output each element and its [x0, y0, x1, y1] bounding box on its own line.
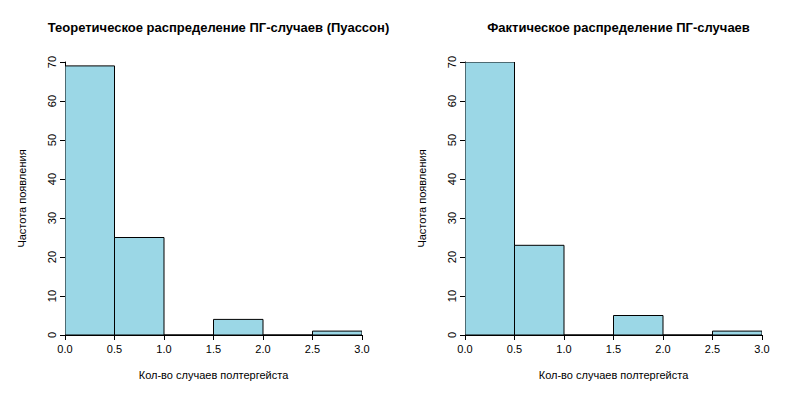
svg-text:10: 10 [46, 290, 58, 302]
svg-text:3.0: 3.0 [354, 343, 369, 355]
svg-text:2.5: 2.5 [705, 343, 720, 355]
svg-text:0.5: 0.5 [507, 343, 522, 355]
svg-text:70: 70 [46, 56, 58, 68]
svg-text:Фактическое распределение ПГ-с: Фактическое распределение ПГ-случаев [487, 20, 750, 35]
svg-text:50: 50 [46, 134, 58, 146]
svg-text:20: 20 [446, 251, 458, 263]
svg-text:20: 20 [46, 251, 58, 263]
svg-text:1.5: 1.5 [606, 343, 621, 355]
svg-text:0.5: 0.5 [107, 343, 122, 355]
svg-text:1.0: 1.0 [556, 343, 571, 355]
svg-text:70: 70 [446, 56, 458, 68]
svg-text:0: 0 [446, 332, 458, 338]
svg-text:2.0: 2.0 [255, 343, 270, 355]
svg-text:40: 40 [446, 173, 458, 185]
svg-text:3.0: 3.0 [754, 343, 769, 355]
svg-text:0: 0 [46, 332, 58, 338]
svg-text:0.0: 0.0 [57, 343, 72, 355]
svg-text:60: 60 [446, 95, 458, 107]
svg-text:10: 10 [446, 290, 458, 302]
svg-text:2.0: 2.0 [655, 343, 670, 355]
svg-text:1.5: 1.5 [206, 343, 221, 355]
svg-text:Теоретическое распределение ПГ: Теоретическое распределение ПГ-случаев (… [48, 20, 389, 35]
svg-text:2.5: 2.5 [305, 343, 320, 355]
svg-text:30: 30 [46, 212, 58, 224]
svg-text:40: 40 [46, 173, 58, 185]
svg-text:Частота появления: Частота появления [16, 149, 28, 247]
svg-text:1.0: 1.0 [156, 343, 171, 355]
svg-text:Кол-во случаев полтергейста: Кол-во случаев полтергейста [539, 369, 689, 381]
svg-text:30: 30 [446, 212, 458, 224]
svg-text:50: 50 [446, 134, 458, 146]
svg-text:60: 60 [46, 95, 58, 107]
svg-text:Частота появления: Частота появления [416, 149, 428, 247]
svg-text:0.0: 0.0 [457, 343, 472, 355]
svg-text:Кол-во случаев полтергейста: Кол-во случаев полтергейста [139, 369, 289, 381]
